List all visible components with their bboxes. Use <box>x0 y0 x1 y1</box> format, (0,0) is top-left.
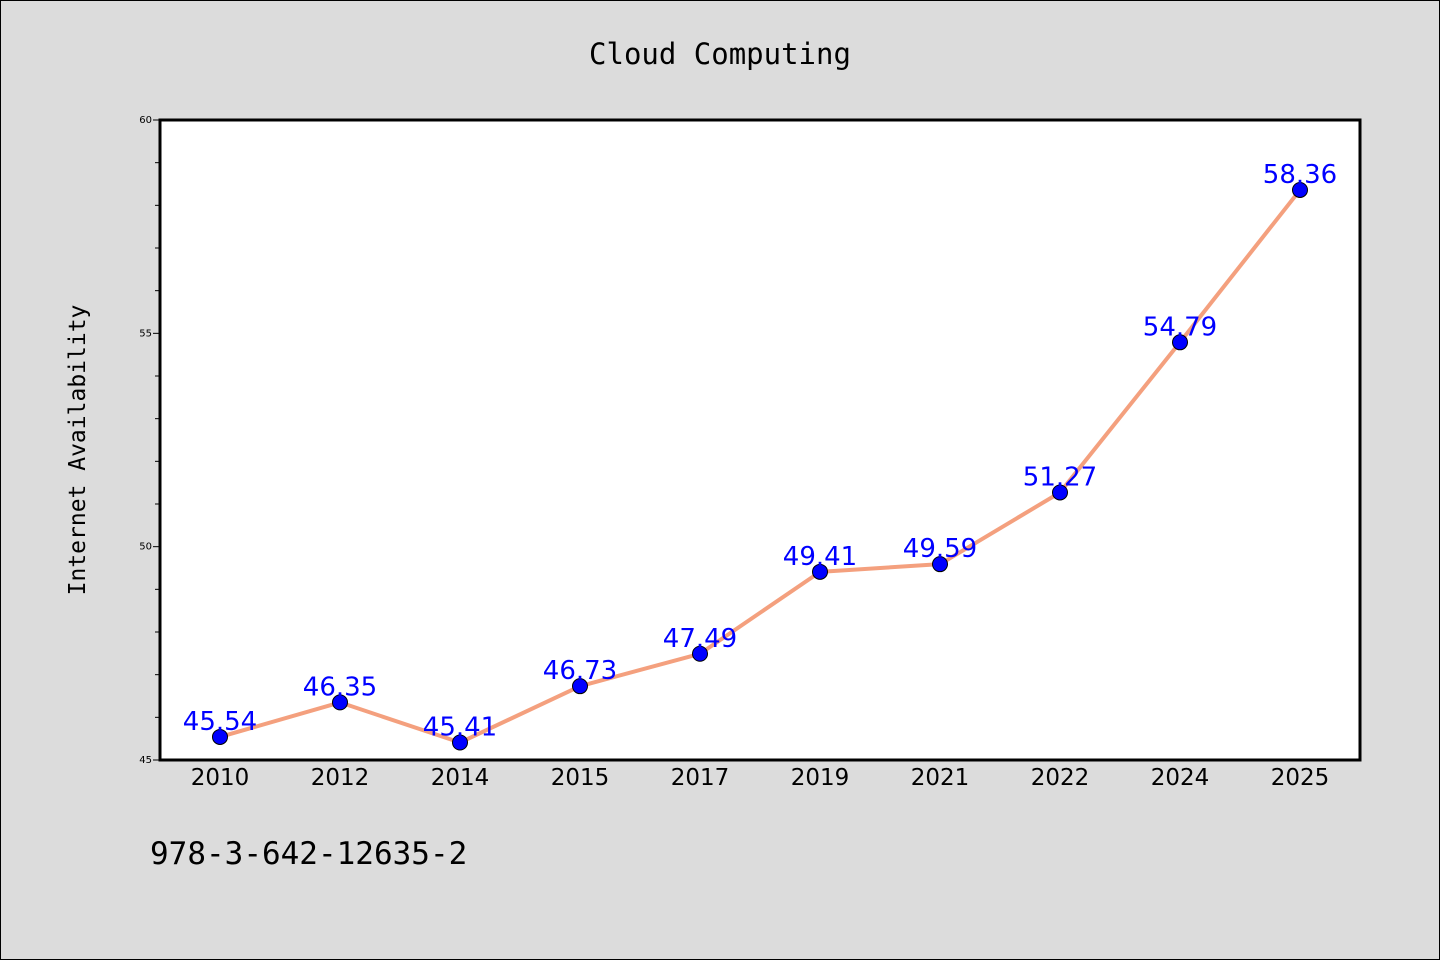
x-axis-ticks: 2010 2012 2014 2015 2017 2019 2021 2022 2024 2025 <box>191 765 1330 791</box>
data-label: 47.49 <box>663 624 737 654</box>
x-tick-label: 2021 <box>911 765 970 791</box>
data-label: 54.79 <box>1143 312 1217 342</box>
chart-title: Cloud Computing <box>589 37 851 71</box>
series-line <box>218 187 1302 745</box>
x-tick-label: 2022 <box>1031 765 1090 791</box>
data-label: 46.35 <box>303 672 377 702</box>
data-label: 45.41 <box>423 713 497 743</box>
x-tick-label: 2014 <box>431 765 490 791</box>
x-tick-label: 2025 <box>1271 765 1330 791</box>
data-point <box>332 694 348 711</box>
data-point <box>692 645 708 662</box>
footer-text: 978-3-642-12635-2 <box>150 836 467 872</box>
data-label: 51.27 <box>1023 462 1097 492</box>
y-axis-ticks: 45 50 55 60 <box>139 115 160 766</box>
y-axis-label: Internet Availability <box>65 305 91 596</box>
data-label: 45.54 <box>183 707 257 737</box>
data-point <box>932 556 948 573</box>
x-tick-label: 2019 <box>791 765 850 791</box>
data-point <box>1292 181 1308 198</box>
plot-area <box>158 118 1362 762</box>
x-tick-label: 2015 <box>551 765 610 791</box>
data-label: 58.36 <box>1263 160 1337 190</box>
y-tick-label: 55 <box>139 328 152 339</box>
series-group: 45.54 46.35 45.41 46.73 47.49 49.41 49.59 51.27… <box>183 160 1337 751</box>
data-point <box>1052 484 1068 501</box>
data-point <box>452 734 468 751</box>
data-point <box>812 563 828 580</box>
data-point <box>572 678 588 695</box>
x-tick-label: 2010 <box>191 765 250 791</box>
y-tick-label: 45 <box>139 755 152 766</box>
data-point <box>212 728 228 745</box>
x-tick-label: 2024 <box>1151 765 1210 791</box>
x-tick-label: 2017 <box>671 765 730 791</box>
data-label: 49.41 <box>783 542 857 572</box>
x-tick-label: 2012 <box>311 765 370 791</box>
data-label: 49.59 <box>903 534 977 564</box>
data-point <box>1172 334 1188 351</box>
y-tick-label: 60 <box>139 115 152 126</box>
data-label: 46.73 <box>543 656 617 686</box>
y-tick-label: 50 <box>139 542 152 553</box>
